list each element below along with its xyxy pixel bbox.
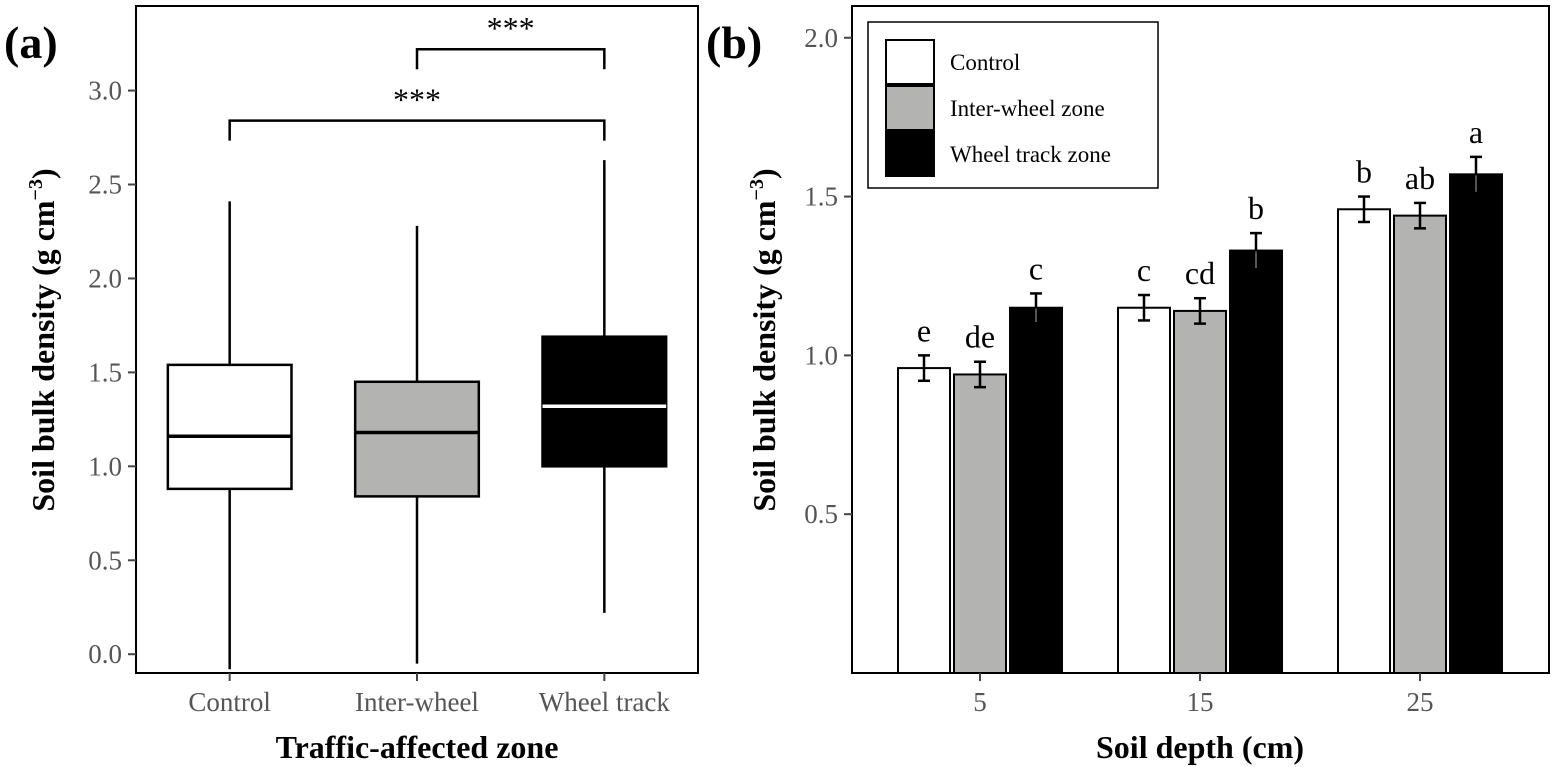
bar-25-2: [1449, 173, 1503, 674]
panel-b-y-tick-label: 1.5: [804, 182, 838, 212]
panel-b-y-tick-label: 2.0: [804, 23, 838, 53]
significance-letter: b: [1356, 154, 1372, 190]
significance-bracket: [228, 119, 606, 141]
bar-15-0: [1117, 306, 1171, 674]
significance-letter: ab: [1405, 160, 1435, 196]
box-2: [541, 335, 668, 468]
panel-a-label: (a): [4, 17, 58, 68]
panel-a-x-tick-label: Control: [188, 687, 271, 717]
panel-b-x-tick-label: 5: [973, 687, 987, 717]
panel-b-x-ticks: 5 15 25: [973, 673, 1434, 717]
significance-letter: cd: [1185, 255, 1215, 291]
significance-letter: b: [1248, 190, 1264, 226]
panel-a-y-tick-label: 2.0: [88, 263, 122, 293]
panel-a-y-tick-label: 1.0: [88, 451, 122, 481]
box-0: [166, 363, 293, 491]
significance-letter: a: [1469, 114, 1483, 150]
panel-a-y-axis-title: Soil bulk density (g cm−3): [25, 168, 61, 511]
significance-letter: c: [1137, 252, 1151, 288]
panel-b-y-axis-title-main: Soil bulk density (g cm: [746, 200, 782, 512]
bar-5-0: [897, 367, 951, 674]
significance-letter: c: [1029, 250, 1043, 286]
significance-letter: e: [917, 312, 931, 348]
panel-a-significance-brackets: *** ***: [228, 10, 606, 141]
panel-b-legend: Control Inter-wheel zone Wheel track zone: [867, 21, 1159, 189]
bar-15-2: [1229, 249, 1283, 674]
panel-b-y-axis-title-close: ): [746, 168, 782, 179]
panel-a-y-tick-label: 1.5: [88, 357, 122, 387]
bar-25-0: [1337, 208, 1391, 674]
panel-b-y-tick-label: 1.0: [804, 340, 838, 370]
panel-a-y-axis-title-main: Soil bulk density (g cm: [25, 200, 61, 512]
panel-a-y-tick-label: 0.5: [88, 545, 122, 575]
legend-label-0: Control: [950, 50, 1020, 75]
legend-swatch-2: [885, 131, 935, 177]
bar-5-1: [953, 373, 1007, 674]
legend-swatch-1: [885, 85, 935, 131]
panel-a-x-axis-title: Traffic-affected zone: [276, 729, 559, 765]
panel-b-y-ticks: 0.5 1.0 1.5 2.0: [804, 23, 852, 529]
panel-a-x-ticks: Control Inter-wheel Wheel track: [188, 673, 670, 717]
panel-b-x-tick-label: 25: [1407, 687, 1434, 717]
box-1: [353, 380, 481, 498]
panel-b-y-tick-label: 0.5: [804, 499, 838, 529]
panel-a-x-tick-label: Inter-wheel: [355, 687, 479, 717]
panel-a: (a) 0.0 0.5 1.0 1.5 2.0 2.5 3.0 *** *** Control…: [4, 5, 699, 765]
panel-a-boxes: [166, 160, 668, 670]
significance-letter: de: [965, 319, 995, 355]
legend-swatch-0: [885, 39, 935, 85]
panel-b-x-tick-label: 15: [1187, 687, 1214, 717]
panel-a-y-tick-label: 0.0: [88, 639, 122, 669]
panel-a-y-axis-title-close: ): [25, 168, 61, 179]
panel-b-y-axis-title-sup: −3: [746, 179, 768, 200]
panel-a-y-ticks: 0.0 0.5 1.0 1.5 2.0 2.5 3.0: [88, 76, 136, 669]
significance-label: ***: [487, 10, 535, 46]
panel-a-y-tick-label: 3.0: [88, 76, 122, 106]
bar-5-2: [1009, 306, 1063, 674]
panel-a-y-axis-title-sup: −3: [25, 179, 47, 200]
significance-bracket: [415, 47, 606, 70]
bar-25-1: [1393, 214, 1447, 674]
panel-a-y-tick-label: 2.5: [88, 169, 122, 199]
legend-label-2: Wheel track zone: [950, 142, 1111, 167]
legend-label-1: Inter-wheel zone: [950, 96, 1105, 121]
significance-label: ***: [393, 82, 441, 118]
panel-a-x-tick-label: Wheel track: [539, 687, 671, 717]
bar-15-1: [1173, 309, 1227, 674]
panel-b-x-axis-title: Soil depth (cm): [1096, 729, 1304, 765]
panel-b-y-axis-title: Soil bulk density (g cm−3): [746, 168, 782, 511]
panel-b-label: (b): [706, 17, 762, 68]
